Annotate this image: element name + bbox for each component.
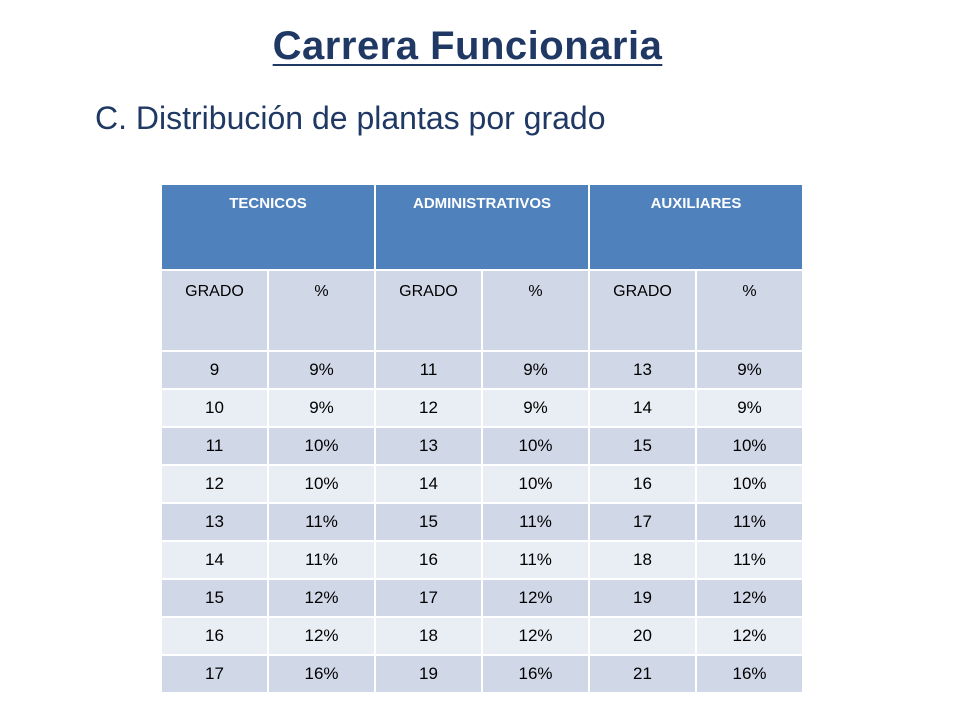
table-cell: 11% [481,502,591,542]
group-header-administrativos: ADMINISTRATIVOS [374,183,591,271]
group-header-tecnicos: TECNICOS [159,183,377,271]
table-cell: 9% [481,350,591,390]
subheader-cell: GRADO [374,269,484,352]
table-row: 15 12% 17 12% 19 12% [160,578,805,618]
section-subtitle: C. Distribución de plantas por grado [95,100,606,136]
table-cell: 10% [481,426,591,466]
page-title: Carrera Funcionaria [272,24,663,68]
table-cell: 11% [266,540,377,580]
subheader-cell: % [481,269,591,352]
table-cell: 16 [160,616,269,656]
table-cell: 13 [588,350,698,390]
table-cell: 9 [160,350,269,390]
table-cell: 18 [374,616,484,656]
table-cell: 12% [695,578,805,618]
table-cell: 14 [374,464,484,504]
table-cell: 9% [481,388,591,428]
subheader-cell: GRADO [160,269,269,352]
subheader-cell: % [695,269,805,352]
table-cell: 9% [266,388,377,428]
table-cell: 12% [481,616,591,656]
table-cell: 10 [160,388,269,428]
table-row: 13 11% 15 11% 17 11% [160,502,805,542]
table-row: 11 10% 13 10% 15 10% [160,426,805,466]
table-cell: 11% [266,502,377,542]
table-cell: 12% [266,616,377,656]
table-cell: 9% [695,350,805,390]
table-cell: 12% [266,578,377,618]
table-cell: 16% [481,654,591,694]
table-cell: 16 [588,464,698,504]
table-subheader-row: GRADO % GRADO % GRADO % [160,269,805,352]
table-cell: 13 [374,426,484,466]
table-cell: 12 [374,388,484,428]
table-cell: 14 [160,540,269,580]
table-cell: 20 [588,616,698,656]
table-row: 9 9% 11 9% 13 9% [160,350,805,390]
table-row: 16 12% 18 12% 20 12% [160,616,805,656]
table-cell: 10% [266,464,377,504]
table-cell: 16 [374,540,484,580]
table-cell: 12% [481,578,591,618]
table-cell: 12% [695,616,805,656]
table-row: 12 10% 14 10% 16 10% [160,464,805,504]
table-row: 14 11% 16 11% 18 11% [160,540,805,580]
table-cell: 11 [374,350,484,390]
table-cell: 17 [588,502,698,542]
subheader-cell: GRADO [588,269,698,352]
table-cell: 12 [160,464,269,504]
table-cell: 14 [588,388,698,428]
table-cell: 13 [160,502,269,542]
table-cell: 16% [266,654,377,694]
table-row: 17 16% 19 16% 21 16% [160,654,805,694]
table-cell: 9% [695,388,805,428]
grade-distribution-table: TECNICOS ADMINISTRATIVOS AUXILIARES GRAD… [159,183,805,694]
group-header-auxiliares: AUXILIARES [588,183,805,271]
table-cell: 11% [481,540,591,580]
table-cell: 15 [588,426,698,466]
table-cell: 19 [374,654,484,694]
table-cell: 15 [160,578,269,618]
table-cell: 10% [695,464,805,504]
subheader-cell: % [266,269,377,352]
table-cell: 19 [588,578,698,618]
table-cell: 15 [374,502,484,542]
table-cell: 11% [695,502,805,542]
table-cell: 18 [588,540,698,580]
table-cell: 11 [160,426,269,466]
table-cell: 10% [266,426,377,466]
table-group-header-row: TECNICOS ADMINISTRATIVOS AUXILIARES [159,183,805,271]
table-cell: 11% [695,540,805,580]
table-cell: 17 [374,578,484,618]
table-cell: 10% [695,426,805,466]
table-cell: 21 [588,654,698,694]
table-cell: 9% [266,350,377,390]
table-cell: 17 [160,654,269,694]
table-row: 10 9% 12 9% 14 9% [160,388,805,428]
table-cell: 16% [695,654,805,694]
table-cell: 10% [481,464,591,504]
